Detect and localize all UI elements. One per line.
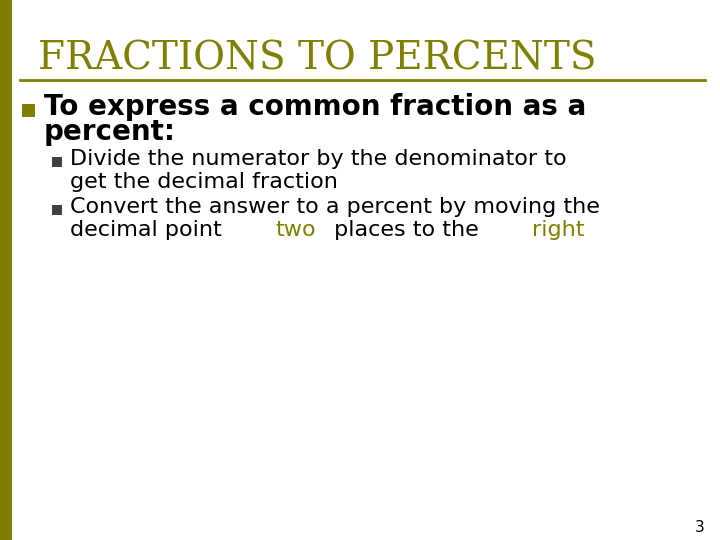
Text: To express a common fraction as a: To express a common fraction as a <box>44 93 586 121</box>
Text: percent:: percent: <box>44 118 176 146</box>
Text: 3: 3 <box>696 521 705 536</box>
Text: places to the: places to the <box>328 220 486 240</box>
Text: Convert the answer to a percent by moving the: Convert the answer to a percent by movin… <box>70 197 600 217</box>
Text: FRACTIONS TO PERCENTS: FRACTIONS TO PERCENTS <box>38 40 596 77</box>
Text: get the decimal fraction: get the decimal fraction <box>70 172 338 192</box>
Text: two: two <box>275 220 315 240</box>
Text: right: right <box>532 220 585 240</box>
Bar <box>52 205 62 215</box>
Text: decimal point: decimal point <box>70 220 229 240</box>
Bar <box>0 0 12 540</box>
Text: Divide the numerator by the denominator to: Divide the numerator by the denominator … <box>70 149 567 169</box>
Bar <box>22 104 35 117</box>
Bar <box>52 157 62 167</box>
